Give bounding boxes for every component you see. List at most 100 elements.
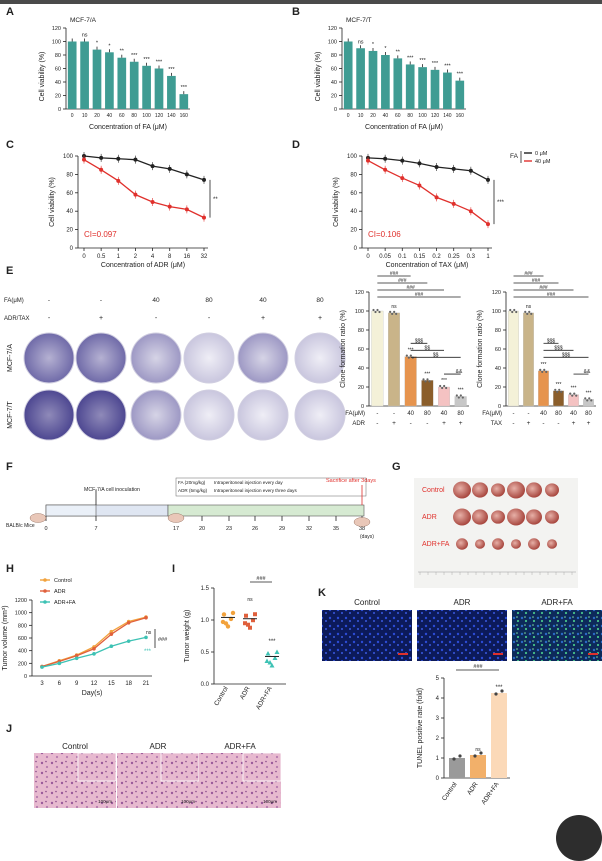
- panel_C-ytick-label: 40: [66, 209, 73, 215]
- chart_left-dot: [389, 310, 392, 313]
- chart_left-fa-value: 40: [441, 411, 448, 417]
- panel_B-xtick-label: 100: [418, 113, 427, 119]
- panel_H-point: [92, 652, 96, 656]
- floating-action-button[interactable]: [556, 815, 602, 861]
- panel_D-point: [451, 201, 456, 206]
- mouse-icon: [29, 513, 47, 523]
- panel_K-ytick-label: 4: [436, 696, 440, 702]
- chart_left-dot: [422, 378, 425, 381]
- he-scale-label: 100μm: [181, 799, 195, 804]
- colony-dish: [294, 389, 346, 441]
- panel_A-sig-label: ***: [156, 60, 163, 66]
- chart_left-bar-sig: ***: [441, 378, 447, 384]
- chart_left-drug-value: -: [376, 420, 378, 427]
- timeline-tick-label: 20: [199, 526, 205, 532]
- he-group-label: ADR: [150, 742, 167, 751]
- fa-value: 40: [259, 297, 267, 304]
- panel_A-ytick-label: 120: [52, 26, 61, 32]
- chart_right-bar-sig: ***: [586, 390, 592, 396]
- panel_D-xtick-label: 0.2: [432, 254, 441, 260]
- treatment-box: [175, 477, 367, 497]
- tumor-icon: [507, 481, 525, 499]
- panel_A-bar: [67, 41, 77, 109]
- colony-dish: [23, 332, 75, 384]
- panel-letter-k: K: [318, 587, 326, 599]
- chart_left-dot: [391, 312, 394, 315]
- chart_right-drug-value: +: [572, 420, 576, 427]
- chart_right-bar-sig: ***: [571, 386, 577, 392]
- inoculation-label: MCF-7/A cell inoculation: [84, 487, 140, 493]
- panel_H-point: [144, 635, 148, 640]
- panel_A-ytick-label: 20: [55, 94, 61, 100]
- panel_C-xtick-label: 32: [201, 254, 208, 260]
- chart_right-dot: [586, 399, 589, 402]
- panel_C-ci-label: CI=0.097: [84, 230, 117, 239]
- panel_B-xtick-label: 120: [431, 113, 440, 119]
- panel_A-sig-label: **: [120, 49, 125, 55]
- chart_right-ytick-label: 100: [492, 309, 501, 315]
- panel_D-xtick-label: 0.25: [448, 254, 460, 260]
- panel_B-xtick-label: 0: [347, 113, 350, 119]
- timeline-phase-0: [45, 504, 97, 517]
- panel_D-ytick-label: 100: [347, 154, 358, 160]
- he-inset: [77, 752, 117, 782]
- panel_A-sig-label: ***: [143, 57, 150, 63]
- panel_K-ytick-label: 3: [436, 716, 440, 722]
- drug-value: -: [208, 315, 211, 322]
- panel_H-series-line: [41, 617, 147, 668]
- panel_H-sig-adr: ns: [146, 630, 152, 636]
- panel_D-point: [400, 158, 405, 163]
- chart_right-dot: [509, 308, 512, 312]
- chart_left-drug-value: -: [410, 420, 412, 427]
- chart_right-ytick-label: 20: [495, 385, 501, 391]
- panel_A-bar: [105, 52, 114, 109]
- panel-letter-d: D: [292, 139, 300, 151]
- chart_left-ytick-label: 40: [358, 366, 364, 372]
- legend-label-1: 40 μM: [535, 159, 551, 165]
- chart_right-dot: [558, 388, 561, 391]
- panel_B-xtick-label: 140: [443, 113, 452, 119]
- panel_B-ytick-label: 20: [331, 94, 337, 100]
- panel_B-sig-label: *: [384, 46, 387, 52]
- panel_K-dot: [458, 754, 462, 758]
- panel_B-bar: [405, 64, 415, 109]
- panel_C-series-line: [83, 155, 205, 181]
- panel_H-ytick-label: 200: [18, 661, 27, 667]
- cell-line-label-a: MCF-7/A: [7, 344, 14, 372]
- panel_D-series-line: [367, 157, 489, 181]
- chart_left-dot: [395, 312, 398, 315]
- panel_B-xtick-label: 80: [407, 113, 413, 119]
- tumor-icon: [528, 538, 540, 550]
- panel_A-sig-label: *: [96, 41, 99, 47]
- panel_C-point: [99, 155, 104, 160]
- panel_D-point: [366, 158, 370, 163]
- adr-dose-label: ADR (5mg/kg): [178, 488, 208, 493]
- panel_B-sig-label: ***: [432, 61, 439, 67]
- tumor-icon: [545, 510, 559, 524]
- fa-route-label: Intraperitoneal injection every day: [214, 480, 283, 485]
- panel_I-point: [230, 610, 236, 616]
- panel_C-xlabel: Concentration of ADR (μM): [101, 262, 185, 269]
- colony-dish: [294, 332, 346, 384]
- chart_left-bracket-label: $$: [425, 345, 431, 351]
- panel_C-point: [184, 207, 189, 212]
- panel_H-xtick-label: 18: [125, 681, 132, 687]
- panel_I-sig-fa: ***: [268, 639, 276, 645]
- panel_H-point: [109, 629, 114, 634]
- chart_right-dot: [545, 370, 548, 373]
- chart_right-ytick-label: 40: [495, 366, 501, 372]
- chart_left-drug-value: +: [392, 420, 396, 427]
- panel_B-xtick-label: 60: [395, 113, 401, 119]
- panel_H-xtick-label: 6: [58, 681, 62, 687]
- panel_B-xlabel: Concentration of FA (μM): [365, 124, 443, 131]
- he-inset: [242, 752, 282, 782]
- chart_left-bracket-label: &&: [456, 369, 463, 375]
- colony-dish: [130, 332, 182, 384]
- panel-letter-i: I: [172, 563, 175, 575]
- chart_left-ytick-label: 100: [355, 309, 364, 315]
- panel_I-sig: ###: [256, 576, 266, 582]
- chart_right-bar-sig: ***: [541, 362, 547, 368]
- panel_D-point: [486, 177, 490, 182]
- chart_right-bracket-label: $$$: [554, 345, 563, 351]
